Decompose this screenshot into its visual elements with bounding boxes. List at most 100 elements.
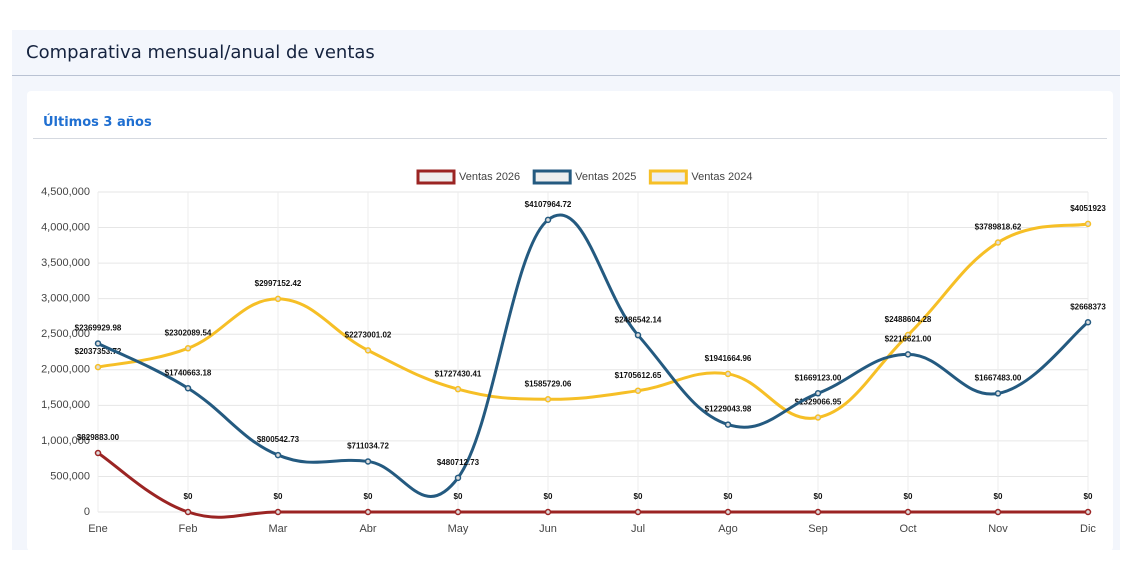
data-label: $0 — [274, 492, 283, 501]
divider — [33, 138, 1107, 139]
data-point — [454, 474, 462, 482]
data-point — [814, 508, 822, 516]
data-label: $0 — [904, 492, 913, 501]
data-label: $0 — [184, 492, 193, 501]
series-line — [97, 451, 1088, 519]
data-label: $2997152.42 — [255, 279, 302, 288]
data-point — [634, 508, 642, 516]
data-label: $0 — [634, 492, 643, 501]
x-tick-label: Abr — [359, 523, 376, 535]
data-point — [724, 508, 732, 516]
data-point — [274, 295, 282, 303]
x-tick-label: Oct — [899, 523, 916, 535]
data-label: $1585729.06 — [525, 379, 572, 388]
data-point — [184, 345, 192, 352]
x-tick-label: Sep — [808, 523, 828, 535]
data-point — [634, 331, 642, 339]
data-label: $0 — [544, 492, 553, 501]
y-tick-label: 3,000,000 — [41, 293, 90, 305]
data-label: $2037353.72 — [75, 347, 122, 356]
data-point — [544, 216, 552, 224]
data-label: $1740663.18 — [165, 368, 212, 377]
card-title: Últimos 3 años — [43, 115, 152, 130]
data-label: $0 — [814, 492, 823, 501]
data-label: $1667483.00 — [975, 374, 1022, 383]
data-point — [364, 347, 372, 354]
x-tick-label: Ago — [718, 523, 738, 535]
series-line — [97, 213, 1089, 498]
data-label: $800542.73 — [257, 435, 300, 444]
data-point — [94, 363, 102, 371]
data-point — [454, 508, 462, 516]
data-point — [814, 390, 822, 397]
data-label: $711034.72 — [347, 442, 389, 451]
x-tick-label: May — [448, 523, 469, 535]
page-panel: Comparativa mensual/anual de ventas Últi… — [12, 30, 1120, 551]
data-point — [364, 458, 372, 465]
series-line — [97, 222, 1089, 420]
legend-swatch — [532, 169, 572, 185]
data-point — [184, 508, 192, 516]
y-tick-label: 4,500,000 — [41, 186, 90, 198]
data-label: $1941664.96 — [705, 354, 752, 363]
data-label: $2302089.54 — [165, 328, 212, 337]
data-label: $2488604.28 — [885, 315, 932, 324]
data-label: $829883.00 — [77, 433, 120, 442]
data-point — [724, 421, 732, 428]
data-label: $3789818.62 — [975, 223, 1022, 232]
data-point — [544, 395, 552, 403]
data-point — [994, 508, 1002, 516]
data-label: $4107964.72 — [525, 200, 572, 209]
data-label: $0 — [1084, 492, 1093, 501]
data-label: $1229043.98 — [705, 405, 752, 414]
data-point — [184, 384, 192, 392]
x-tick-label: Jun — [539, 523, 557, 535]
data-label: $0 — [364, 492, 373, 501]
y-tick-label: 0 — [84, 506, 90, 518]
y-tick-label: 500,000 — [50, 470, 90, 482]
y-tick-label: 1,500,000 — [41, 399, 90, 411]
data-point — [994, 390, 1002, 397]
data-point — [724, 370, 732, 378]
y-tick-label: 2,000,000 — [41, 364, 90, 376]
x-tick-label: Mar — [269, 523, 288, 535]
data-label: $2668373 — [1070, 302, 1106, 311]
data-point — [454, 385, 462, 393]
data-point — [1084, 508, 1092, 516]
data-label: $0 — [994, 492, 1003, 501]
x-tick-label: Jul — [631, 523, 645, 535]
page-title: Comparativa mensual/anual de ventas — [26, 42, 375, 63]
legend-swatch — [648, 169, 688, 185]
card: Últimos 3 años — [27, 91, 1113, 551]
legend-label: Ventas 2025 — [575, 171, 636, 183]
data-label: $0 — [454, 492, 463, 501]
x-tick-label: Nov — [988, 523, 1008, 535]
y-tick-label: 2,500,000 — [41, 328, 90, 340]
y-tick-label: 1,000,000 — [41, 435, 90, 447]
legend-label: Ventas 2024 — [691, 171, 752, 183]
data-point — [994, 239, 1002, 246]
data-point — [1084, 318, 1092, 326]
data-point — [544, 508, 552, 516]
data-point — [634, 387, 642, 394]
data-label: $0 — [724, 492, 733, 501]
legend-label: Ventas 2026 — [459, 171, 520, 183]
data-point — [1084, 220, 1092, 228]
x-tick-label: Dic — [1080, 523, 1096, 535]
data-point — [904, 351, 912, 358]
data-label: $2486542.14 — [615, 315, 662, 324]
data-label: $1705612.65 — [615, 371, 662, 380]
data-point — [274, 508, 282, 516]
data-point — [364, 508, 372, 516]
data-point — [274, 451, 282, 459]
y-tick-label: 3,500,000 — [41, 257, 90, 269]
data-point — [814, 414, 822, 421]
data-point — [904, 508, 912, 516]
y-tick-label: 4,000,000 — [41, 221, 90, 233]
data-label: $1669123.00 — [795, 373, 842, 382]
legend-swatch — [416, 169, 456, 185]
data-label: $480712.73 — [437, 458, 480, 467]
x-tick-label: Ene — [88, 523, 108, 535]
